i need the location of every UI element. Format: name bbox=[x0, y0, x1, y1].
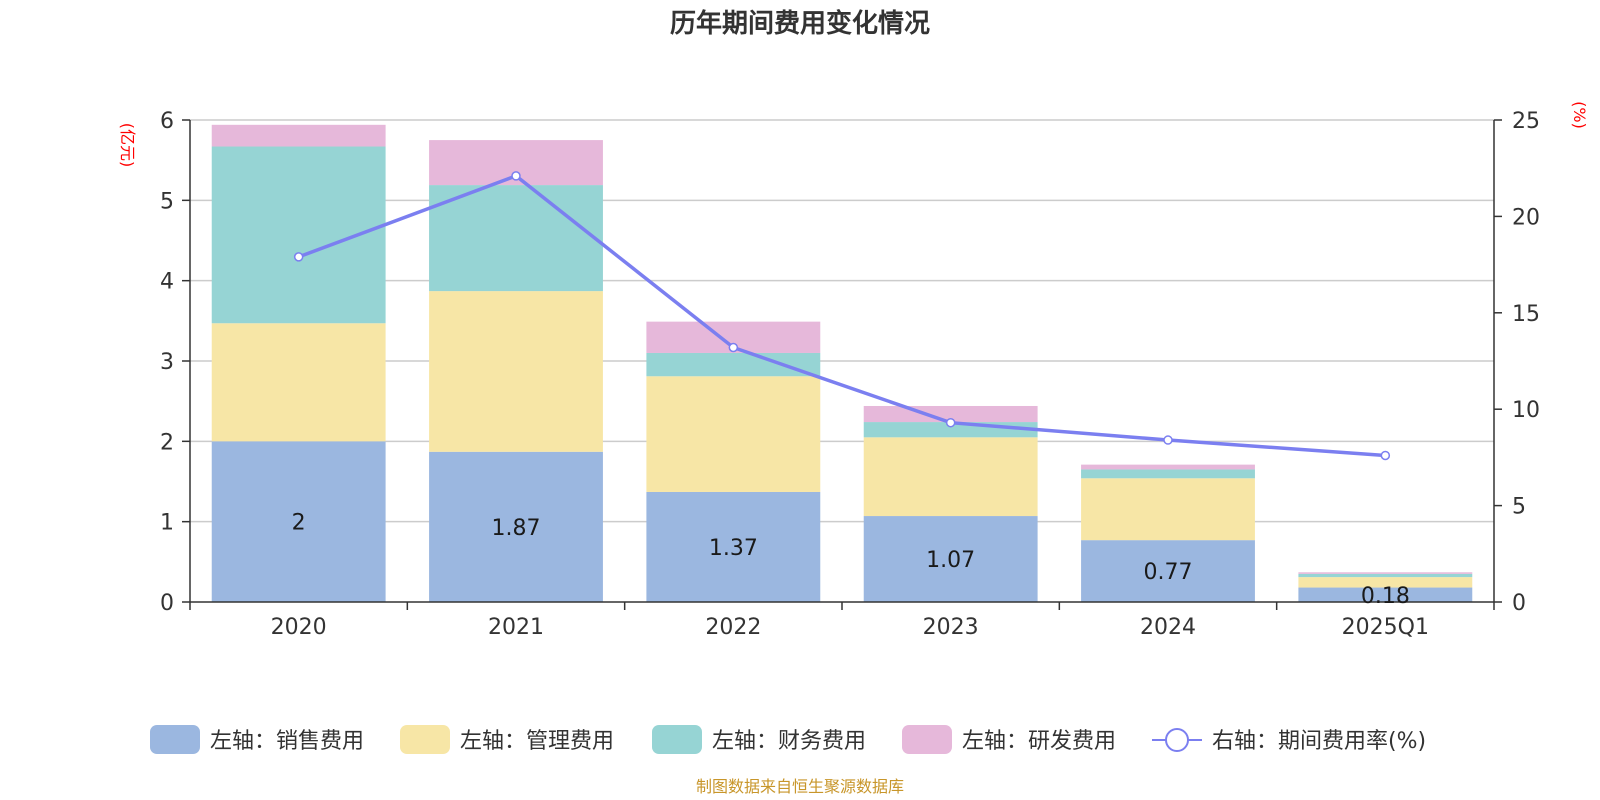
legend-swatch bbox=[400, 725, 450, 754]
data-labels: 2 1.87 1.37 1.07 0.77 0.18 bbox=[292, 511, 1410, 609]
bar-value-label: 1.87 bbox=[492, 516, 541, 541]
rate-line-layer bbox=[293, 171, 1391, 461]
right-tick-label: 5 bbox=[1512, 495, 1526, 520]
chart-title: 历年期间费用变化情况 bbox=[670, 8, 930, 39]
bar-segment bbox=[429, 451, 603, 602]
x-tick-label: 2025Q1 bbox=[1342, 615, 1429, 640]
legend-swatch bbox=[902, 725, 952, 754]
right-tick-label: 15 bbox=[1512, 302, 1540, 327]
rate-point bbox=[728, 342, 739, 353]
bar-segment bbox=[1081, 469, 1255, 479]
legend-label: 左轴：管理费用 bbox=[460, 729, 614, 754]
bar-segment bbox=[1298, 573, 1473, 578]
left-tick-label: 3 bbox=[160, 350, 174, 375]
left-tick-label: 4 bbox=[160, 270, 174, 295]
bar-segment bbox=[863, 516, 1038, 602]
legend-swatch bbox=[150, 725, 200, 754]
legend-marker bbox=[1165, 728, 1189, 752]
bar-value-label: 0.18 bbox=[1361, 584, 1410, 609]
bar-segment bbox=[211, 124, 386, 147]
bar-segment bbox=[646, 376, 821, 492]
bar-value-label: 1.37 bbox=[709, 536, 758, 561]
left-tick-label: 2 bbox=[160, 430, 174, 455]
source-note: 制图数据来自恒生聚源数据库 bbox=[696, 777, 904, 796]
bar-value-label: 0.77 bbox=[1144, 560, 1193, 585]
rate-point bbox=[1380, 450, 1391, 461]
axes: 0 1 2 3 4 5 6 0 5 10 15 20 25 2020 2021 2022 2023 2024 202… bbox=[160, 109, 1540, 640]
left-tick-label: 6 bbox=[160, 109, 174, 134]
x-tick-label: 2024 bbox=[1140, 615, 1196, 640]
bar-segment bbox=[646, 352, 821, 377]
x-tick-label: 2021 bbox=[488, 615, 544, 640]
bar-segment bbox=[1298, 587, 1473, 602]
x-tick-label: 2020 bbox=[271, 615, 327, 640]
rate-point bbox=[945, 417, 956, 428]
bar-segment bbox=[1081, 540, 1255, 602]
bar-value-label: 2 bbox=[292, 511, 306, 536]
right-tick-label: 10 bbox=[1512, 398, 1540, 423]
bar-segment bbox=[863, 405, 1038, 423]
bar-segment bbox=[211, 441, 386, 602]
bar-segment bbox=[1298, 577, 1473, 588]
x-tick-label: 2023 bbox=[923, 615, 979, 640]
legend-label: 左轴：财务费用 bbox=[712, 729, 866, 754]
rate-point bbox=[1163, 435, 1173, 445]
bar-segment bbox=[1298, 572, 1473, 574]
bar-segment bbox=[429, 291, 603, 452]
right-tick-label: 20 bbox=[1512, 205, 1540, 230]
legend-label: 右轴：期间费用率(%) bbox=[1212, 729, 1426, 754]
bar-segment bbox=[646, 491, 821, 602]
legend-label: 左轴：研发费用 bbox=[962, 729, 1116, 754]
right-tick-label: 0 bbox=[1512, 591, 1526, 616]
left-tick-label: 1 bbox=[160, 511, 174, 536]
rate-line bbox=[298, 173, 1386, 458]
bar-segment bbox=[1081, 464, 1255, 470]
rate-point bbox=[511, 171, 521, 181]
bar-segment bbox=[211, 323, 386, 442]
x-tick-label: 2022 bbox=[705, 615, 761, 640]
left-axis-unit: (亿元) bbox=[118, 123, 137, 168]
right-tick-label: 25 bbox=[1512, 109, 1540, 134]
legend-swatch bbox=[652, 725, 702, 754]
rate-point bbox=[293, 252, 304, 262]
left-tick-label: 5 bbox=[160, 189, 174, 214]
bar-value-label: 1.07 bbox=[926, 548, 975, 573]
legend: 左轴：销售费用 左轴：管理费用 左轴：财务费用 左轴：研发费用 右轴：期间费用率(%) bbox=[150, 725, 1426, 754]
bar-segment bbox=[1081, 478, 1255, 541]
left-tick-label: 0 bbox=[160, 591, 174, 616]
bars bbox=[211, 124, 1473, 602]
legend-label: 左轴：销售费用 bbox=[210, 729, 364, 754]
grid-lines bbox=[190, 119, 1494, 523]
right-axis-unit: (%) bbox=[1570, 101, 1589, 129]
bar-segment bbox=[863, 437, 1038, 517]
bar-segment bbox=[429, 185, 603, 292]
